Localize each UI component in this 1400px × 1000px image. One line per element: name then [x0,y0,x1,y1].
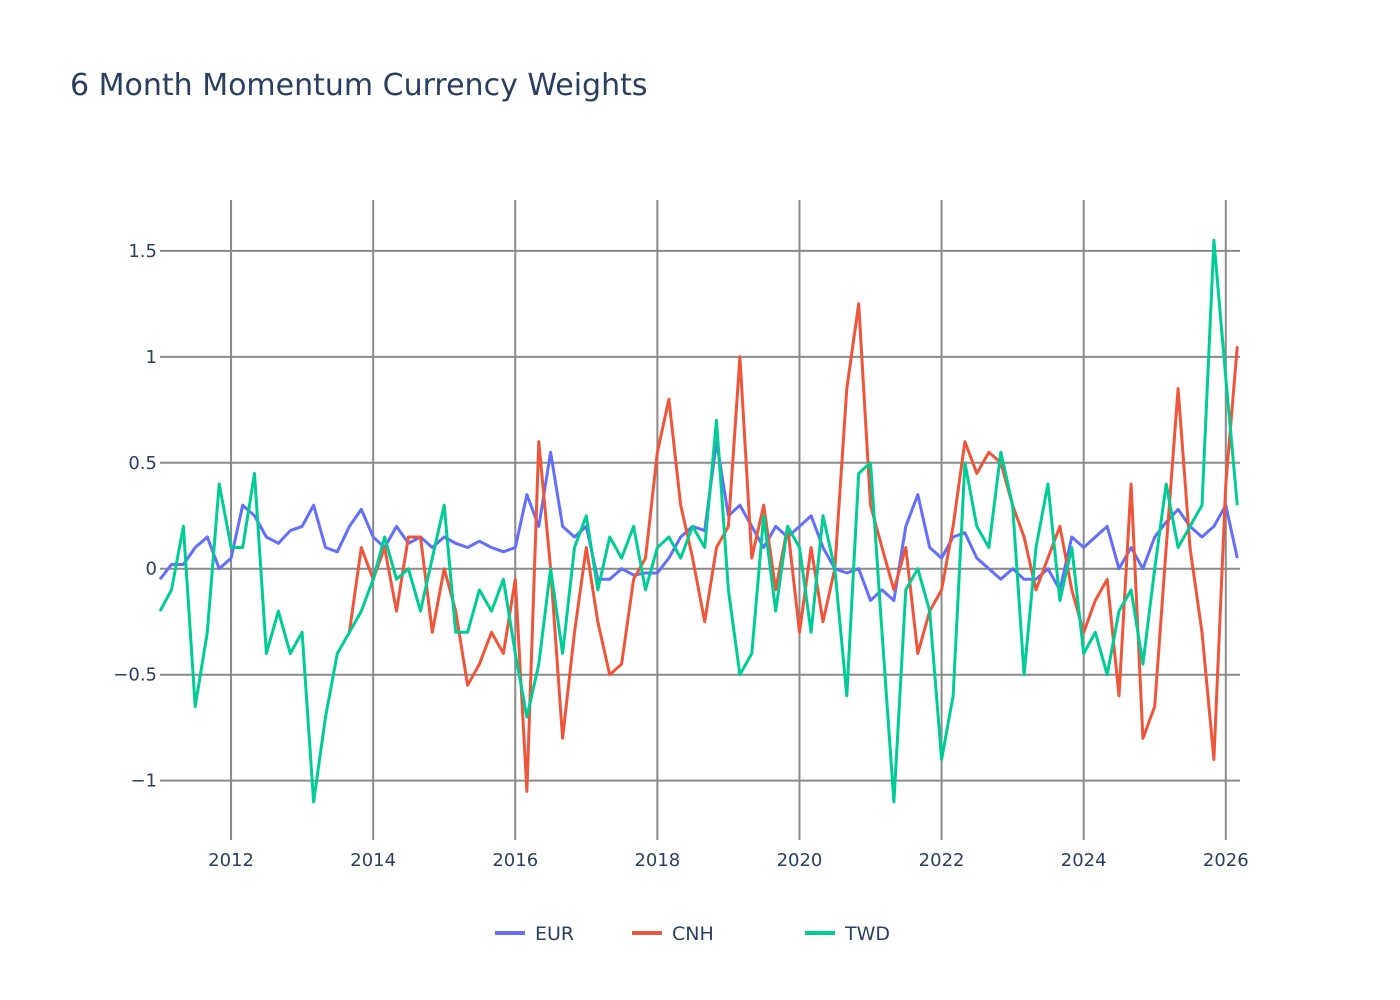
series-lines [158,238,1239,804]
x-tick-label: 2016 [492,850,538,871]
x-tick-label: 2022 [919,850,965,871]
chart-title: 6 Month Momentum Currency Weights [70,68,648,103]
x-tick-label: 2024 [1061,850,1107,871]
legend-label: TWD [844,923,890,945]
y-tick-label: 1 [146,347,157,368]
y-tick-label: 0 [146,559,157,580]
x-tick-label: 2020 [777,850,823,871]
y-tick-label: −1 [130,771,157,792]
series-line-cnh [347,302,1239,793]
series-line-twd [158,238,1239,804]
x-tick-label: 2014 [350,850,396,871]
axis-ticks: 2012 2014 2016 2018 2020 2022 2024 2026 1.5 1 0.5 0… [113,241,1248,871]
legend-item-eur[interactable]: EUR [495,923,574,945]
gridlines [160,200,1240,840]
x-tick-label: 2026 [1203,850,1249,871]
y-tick-label: −0.5 [113,665,157,686]
legend-item-twd[interactable]: TWD [805,923,890,945]
x-tick-label: 2012 [208,850,254,871]
y-tick-label: 0.5 [128,453,157,474]
legend-label: CNH [672,923,714,945]
y-tick-label: 1.5 [128,241,157,262]
x-tick-label: 2018 [634,850,680,871]
legend-label: EUR [535,923,574,945]
legend-item-cnh[interactable]: CNH [632,923,714,945]
legend: EUR CNH TWD [495,923,890,945]
